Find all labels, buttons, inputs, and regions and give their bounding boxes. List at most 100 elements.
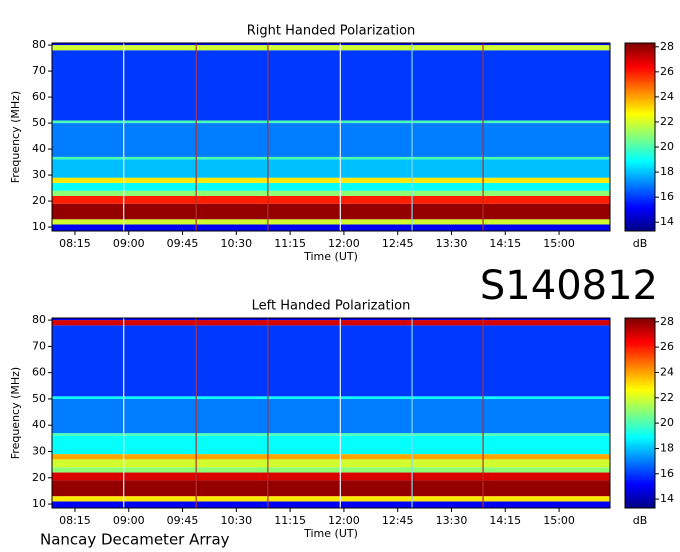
colorbar-slice: [625, 417, 655, 421]
colorbar-slice: [625, 353, 655, 357]
colorbar-slice: [625, 436, 655, 440]
spectrum-band: [52, 45, 610, 51]
colorbar-slice: [625, 92, 655, 96]
colorbar-slice: [625, 179, 655, 183]
colorbar-slice: [625, 200, 655, 204]
colorbar-slice: [625, 139, 655, 143]
colorbar-slice: [625, 370, 655, 374]
colorbar-slice: [625, 432, 655, 435]
y-axis-label: Frequency (MHz): [9, 91, 22, 183]
colorbar-slice: [625, 427, 655, 431]
colorbar-slice: [625, 415, 655, 419]
colorbar-slice: [625, 188, 655, 192]
colorbar-slice: [625, 226, 655, 230]
y-tick-label: 60: [32, 366, 46, 379]
colorbar-slice: [625, 94, 655, 98]
x-tick-label: 12:45: [382, 237, 414, 250]
colorbar-slice: [625, 458, 655, 461]
y-tick-label: 40: [32, 418, 46, 431]
colorbar-frame: [624, 42, 656, 232]
y-tick-label: 80: [32, 313, 46, 326]
colorbar-slice: [625, 403, 655, 407]
colorbar-slice: [625, 153, 655, 157]
y-tick-label: 70: [32, 64, 46, 77]
y-tick-label: 30: [32, 444, 46, 457]
colorbar-tick-label: 22: [660, 391, 674, 404]
x-tick-label: 13:30: [436, 237, 468, 250]
colorbar-slice: [625, 320, 655, 324]
colorbar-slice: [625, 118, 655, 122]
colorbar-slice: [625, 441, 655, 445]
colorbar-tick-label: 16: [660, 467, 674, 480]
spectrum-band: [52, 320, 610, 326]
colorbar-tick-label: 26: [660, 340, 674, 353]
colorbar-slice: [625, 127, 655, 131]
colorbar-slice: [625, 365, 655, 369]
colorbar-slice: [625, 104, 655, 107]
colorbar-slice: [625, 99, 655, 103]
x-tick-label: 09:45: [167, 237, 199, 250]
spectrum-band: [52, 325, 610, 397]
colorbar-tick-label: 28: [660, 315, 674, 328]
colorbar-slice: [625, 191, 655, 194]
spectrum-band: [52, 467, 610, 473]
spectrum-band: [52, 318, 610, 321]
colorbar-frame: [624, 317, 656, 509]
colorbar-slice: [625, 115, 655, 119]
colorbar-slice: [625, 87, 655, 91]
spectrum-band: [52, 190, 610, 196]
colorbar-slice: [625, 322, 655, 326]
colorbar-slice: [625, 327, 655, 331]
x-tick-label: 15:00: [543, 514, 575, 527]
colorbar-slice: [625, 134, 655, 138]
spectrum-band: [52, 43, 610, 46]
colorbar-slice: [625, 193, 655, 197]
colorbar-slice: [625, 405, 655, 409]
colorbar-label: dB: [633, 514, 648, 527]
y-tick-label: 60: [32, 90, 46, 103]
colorbar-slice: [625, 146, 655, 150]
x-tick-label: 15:00: [543, 237, 575, 250]
colorbar-slice: [625, 52, 655, 56]
colorbar-slice: [625, 420, 655, 423]
colorbar-slice: [625, 401, 655, 404]
spectrum-band: [52, 501, 610, 508]
x-tick-label: 13:30: [436, 514, 468, 527]
x-tick-label: 09:00: [113, 514, 145, 527]
y-tick-label: 50: [32, 392, 46, 405]
colorbar-slice: [625, 165, 655, 169]
colorbar-slice: [625, 439, 655, 442]
colorbar-slice: [625, 337, 655, 340]
spectrum-band: [52, 398, 610, 434]
colorbar-slice: [625, 75, 655, 79]
colorbar-slice: [625, 429, 655, 433]
colorbar-slice: [625, 120, 655, 124]
colorbar-slice: [625, 358, 655, 362]
colorbar-slice: [625, 493, 655, 497]
colorbar-slice: [625, 71, 655, 75]
colorbar-slice: [625, 329, 655, 333]
x-tick-label: 10:30: [220, 514, 252, 527]
colorbar-slice: [625, 45, 655, 49]
spectrum-band: [52, 123, 610, 157]
spectrum-band: [52, 219, 610, 225]
colorbar-slice: [625, 122, 655, 126]
colorbar-slice: [625, 460, 655, 464]
colorbar-slice: [625, 434, 655, 438]
colorbar-tick-label: 14: [660, 215, 674, 228]
colorbar-slice: [625, 167, 655, 171]
colorbar-slice: [625, 66, 655, 70]
colorbar-slice: [625, 446, 655, 450]
colorbar-slice: [625, 160, 655, 164]
colorbar-slice: [625, 80, 655, 84]
colorbar-slice: [625, 339, 655, 343]
colorbar-tick-label: 18: [660, 441, 674, 454]
x-axis-label: Time (UT): [303, 527, 358, 540]
spectrum-band: [52, 454, 610, 460]
x-tick-label: 09:45: [167, 514, 199, 527]
colorbar-slice: [625, 443, 655, 447]
colorbar-slice: [625, 144, 655, 147]
colorbar-slice: [625, 184, 655, 187]
colorbar-slice: [625, 202, 655, 206]
colorbar-slice: [625, 462, 655, 466]
